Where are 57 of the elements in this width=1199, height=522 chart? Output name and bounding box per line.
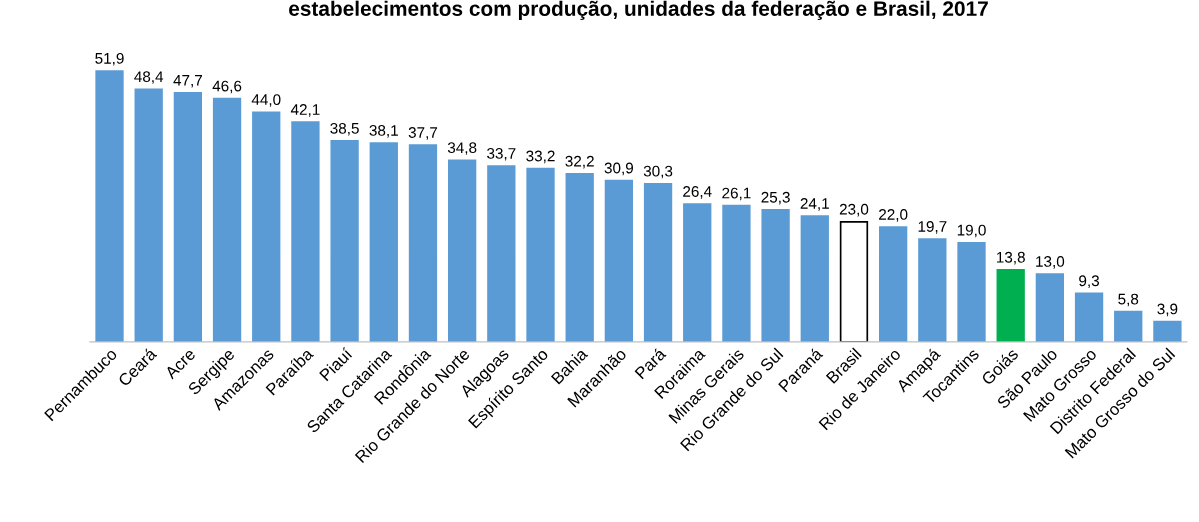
data-label: 42,1 xyxy=(290,104,320,117)
data-label: 22,0 xyxy=(879,209,908,222)
data-label: 37,7 xyxy=(408,127,438,140)
data-label: 5,8 xyxy=(1118,293,1139,307)
bar xyxy=(134,88,163,342)
bar xyxy=(291,121,320,342)
bar xyxy=(604,179,634,342)
bar xyxy=(683,203,712,342)
bar xyxy=(1035,273,1065,342)
bar xyxy=(918,238,947,342)
bar xyxy=(369,142,398,342)
data-label: 46,6 xyxy=(212,80,242,94)
bar xyxy=(447,159,477,342)
data-label: 23,0 xyxy=(839,203,869,217)
bar xyxy=(526,167,555,342)
data-label: 47,7 xyxy=(173,75,202,88)
bar xyxy=(408,144,438,342)
data-label: 32,2 xyxy=(565,155,594,169)
data-label: 24,1 xyxy=(800,198,829,211)
data-label: 19,7 xyxy=(918,221,947,234)
bar xyxy=(95,70,124,342)
data-label: 13,8 xyxy=(996,251,1025,265)
data-label: 30,9 xyxy=(604,162,634,176)
bar xyxy=(839,221,869,342)
data-label: 9,3 xyxy=(1079,275,1099,288)
bar xyxy=(487,165,516,342)
data-label: 44,0 xyxy=(251,94,281,107)
bar xyxy=(173,92,203,342)
data-label: 19,0 xyxy=(957,224,986,238)
bar xyxy=(252,111,281,342)
data-label: 26,1 xyxy=(722,187,751,201)
bar xyxy=(761,208,790,342)
bar xyxy=(957,241,986,342)
data-label: 25,3 xyxy=(761,191,790,205)
bar xyxy=(996,269,1025,342)
data-label: 33,7 xyxy=(487,147,516,161)
data-label: 48,4 xyxy=(134,71,164,84)
bar xyxy=(212,97,242,342)
data-label: 13,0 xyxy=(1036,256,1065,269)
data-label: 30,3 xyxy=(643,165,673,179)
bar xyxy=(1153,320,1182,342)
data-label: 34,8 xyxy=(447,142,477,155)
bar xyxy=(878,226,908,342)
data-label: 38,5 xyxy=(330,122,359,136)
data-label: 51,9 xyxy=(95,52,124,66)
bar xyxy=(1114,310,1143,342)
bar xyxy=(722,204,751,342)
data-label: 38,1 xyxy=(369,125,398,138)
data-label: 33,2 xyxy=(526,150,555,164)
data-label: 3,9 xyxy=(1157,303,1178,317)
bar xyxy=(565,172,594,342)
data-label: 26,4 xyxy=(683,186,712,199)
bar xyxy=(643,182,673,342)
bar xyxy=(800,215,829,342)
bar xyxy=(330,140,359,342)
bar xyxy=(1074,292,1104,342)
chart-title: estabelecimentos com produção, unidades da federação e Brasil, 2017 xyxy=(289,0,988,21)
